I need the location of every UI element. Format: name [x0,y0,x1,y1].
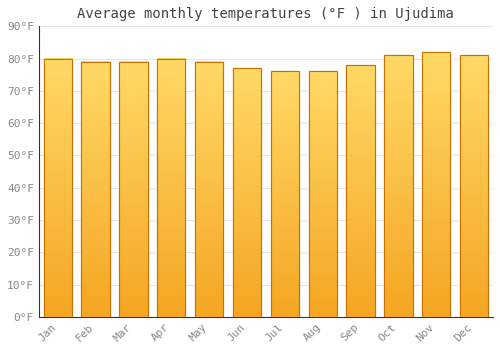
Bar [422,52,450,317]
Bar [270,71,299,317]
Bar [157,58,186,317]
Bar [82,62,110,317]
Bar [119,62,148,317]
Bar [157,58,186,317]
Bar [270,71,299,317]
Bar [346,65,375,317]
Bar [195,62,224,317]
Bar [422,52,450,317]
Title: Average monthly temperatures (°F ) in Ujudima: Average monthly temperatures (°F ) in Uj… [78,7,454,21]
Bar [384,55,412,317]
Bar [384,55,412,317]
Bar [44,58,72,317]
Bar [233,68,261,317]
Bar [460,55,488,317]
Bar [308,71,337,317]
Bar [233,68,261,317]
Bar [195,62,224,317]
Bar [346,65,375,317]
Bar [460,55,488,317]
Bar [308,71,337,317]
Bar [82,62,110,317]
Bar [119,62,148,317]
Bar [44,58,72,317]
